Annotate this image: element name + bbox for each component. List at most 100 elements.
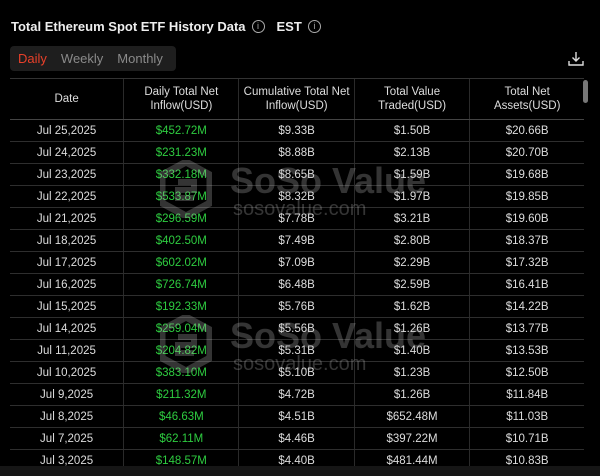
table-cell: $9.33B [238,119,355,142]
table-cell: Jul 15,2025 [10,295,124,318]
table-cell: $8.65B [238,163,355,186]
table-cell: $20.66B [469,119,584,142]
tab-monthly[interactable]: Monthly [117,51,163,66]
table-cell: Jul 16,2025 [10,273,124,296]
table-cell: $652.48M [353,405,470,428]
etf-history-table: Date Daily Total Net Inflow(USD) Cumulativ… [10,78,584,472]
table-cell: Jul 10,2025 [10,361,124,384]
table-cell: $20.70B [469,141,584,164]
table-cell: Jul 25,2025 [10,119,124,142]
table-cell: Jul 11,2025 [10,339,124,362]
table-row: Jul 23,2025 $332.18M $8.65B $1.59B $19.68B [10,163,584,186]
table-cell: $204.82M [123,339,239,362]
table-cell: $3.21B [353,207,470,230]
table-cell: $18.37B [469,229,584,252]
table-cell: Jul 9,2025 [10,383,124,406]
table-row: Jul 17,2025 $602.02M $7.09B $2.29B $17.32B [10,251,584,274]
tab-weekly[interactable]: Weekly [60,51,104,66]
page-title: Total Ethereum Spot ETF History Data i E… [11,19,321,34]
table-cell: $533.87M [123,185,239,208]
table-cell: $17.32B [469,251,584,274]
table-row: Jul 21,2025 $296.59M $7.78B $3.21B $19.60B [10,207,584,230]
table-cell: $14.22B [469,295,584,318]
column-header: Total Net Assets(USD) [469,78,584,120]
table-row: Jul 14,2025 $259.04M $5.56B $1.26B $13.77B [10,317,584,340]
table-cell: Jul 23,2025 [10,163,124,186]
table-cell: $12.50B [469,361,584,384]
table-cell: Jul 18,2025 [10,229,124,252]
table-cell: $62.11M [123,427,239,450]
table-cell: $4.46B [238,427,355,450]
scrollbar[interactable] [583,80,588,103]
table-cell: $8.32B [238,185,355,208]
table-cell: Jul 7,2025 [10,427,124,450]
table-cell: $1.26B [353,383,470,406]
table-row: Jul 7,2025 $62.11M $4.46B $397.22M $10.71B [10,427,584,450]
table-cell: $7.49B [238,229,355,252]
column-header: Date [10,78,124,120]
table-row: Jul 16,2025 $726.74M $6.48B $2.59B $16.41B [10,273,584,296]
period-tabs: Daily Weekly Monthly [10,46,176,71]
table-cell: Jul 22,2025 [10,185,124,208]
table-cell: $1.50B [353,119,470,142]
table-cell: $19.60B [469,207,584,230]
table-cell: $4.72B [238,383,355,406]
table-cell: $1.97B [353,185,470,208]
table-cell: $46.63M [123,405,239,428]
table-cell: $383.10M [123,361,239,384]
table-cell: $7.09B [238,251,355,274]
table-cell: $2.80B [353,229,470,252]
table-cell: $2.29B [353,251,470,274]
table-cell: $1.40B [353,339,470,362]
download-icon[interactable] [567,50,585,68]
table-row: Jul 22,2025 $533.87M $8.32B $1.97B $19.85B [10,185,584,208]
table-cell: Jul 8,2025 [10,405,124,428]
table-cell: $5.76B [238,295,355,318]
table-cell: $11.03B [469,405,584,428]
info-icon[interactable]: i [251,20,265,33]
table-cell: $402.50M [123,229,239,252]
table-cell: $8.88B [238,141,355,164]
table-cell: $332.18M [123,163,239,186]
table-row: Jul 8,2025 $46.63M $4.51B $652.48M $11.03B [10,405,584,428]
table-cell: $1.62B [353,295,470,318]
table-cell: $1.26B [353,317,470,340]
table-cell: $10.71B [469,427,584,450]
table-row: Jul 15,2025 $192.33M $5.76B $1.62B $14.22B [10,295,584,318]
table-cell: Jul 21,2025 [10,207,124,230]
table-cell: $13.53B [469,339,584,362]
title-text: Total Ethereum Spot ETF History Data [11,19,246,34]
timezone-info-icon[interactable]: i [307,20,321,33]
column-header: Daily Total Net Inflow(USD) [123,78,239,120]
table-cell: $19.85B [469,185,584,208]
table-cell: Jul 14,2025 [10,317,124,340]
table-cell: $13.77B [469,317,584,340]
table-cell: $5.10B [238,361,355,384]
table-cell: $7.78B [238,207,355,230]
table-row: Jul 10,2025 $383.10M $5.10B $1.23B $12.50B [10,361,584,384]
table-row: Jul 24,2025 $231.23M $8.88B $2.13B $20.70B [10,141,584,164]
table-cell: $5.56B [238,317,355,340]
table-cell: $1.59B [353,163,470,186]
table-cell: $231.23M [123,141,239,164]
table-cell: $5.31B [238,339,355,362]
bottom-bar [0,466,600,476]
table-cell: $1.23B [353,361,470,384]
table-cell: $2.13B [353,141,470,164]
table-row: Jul 9,2025 $211.32M $4.72B $1.26B $11.84B [10,383,584,406]
tab-daily[interactable]: Daily [18,51,47,66]
column-header: Cumulative Total Net Inflow(USD) [238,78,355,120]
column-header: Total Value Traded(USD) [353,78,470,120]
table-cell: $452.72M [123,119,239,142]
table-cell: $2.59B [353,273,470,296]
timezone-label: EST [276,19,302,34]
table-row: Jul 11,2025 $204.82M $5.31B $1.40B $13.53B [10,339,584,362]
table-cell: $192.33M [123,295,239,318]
table-cell: $19.68B [469,163,584,186]
table-cell: $11.84B [469,383,584,406]
table-cell: $397.22M [353,427,470,450]
table-cell: $16.41B [469,273,584,296]
table-cell: $602.02M [123,251,239,274]
table-row: Jul 25,2025 $452.72M $9.33B $1.50B $20.66B [10,119,584,142]
table-cell: Jul 17,2025 [10,251,124,274]
